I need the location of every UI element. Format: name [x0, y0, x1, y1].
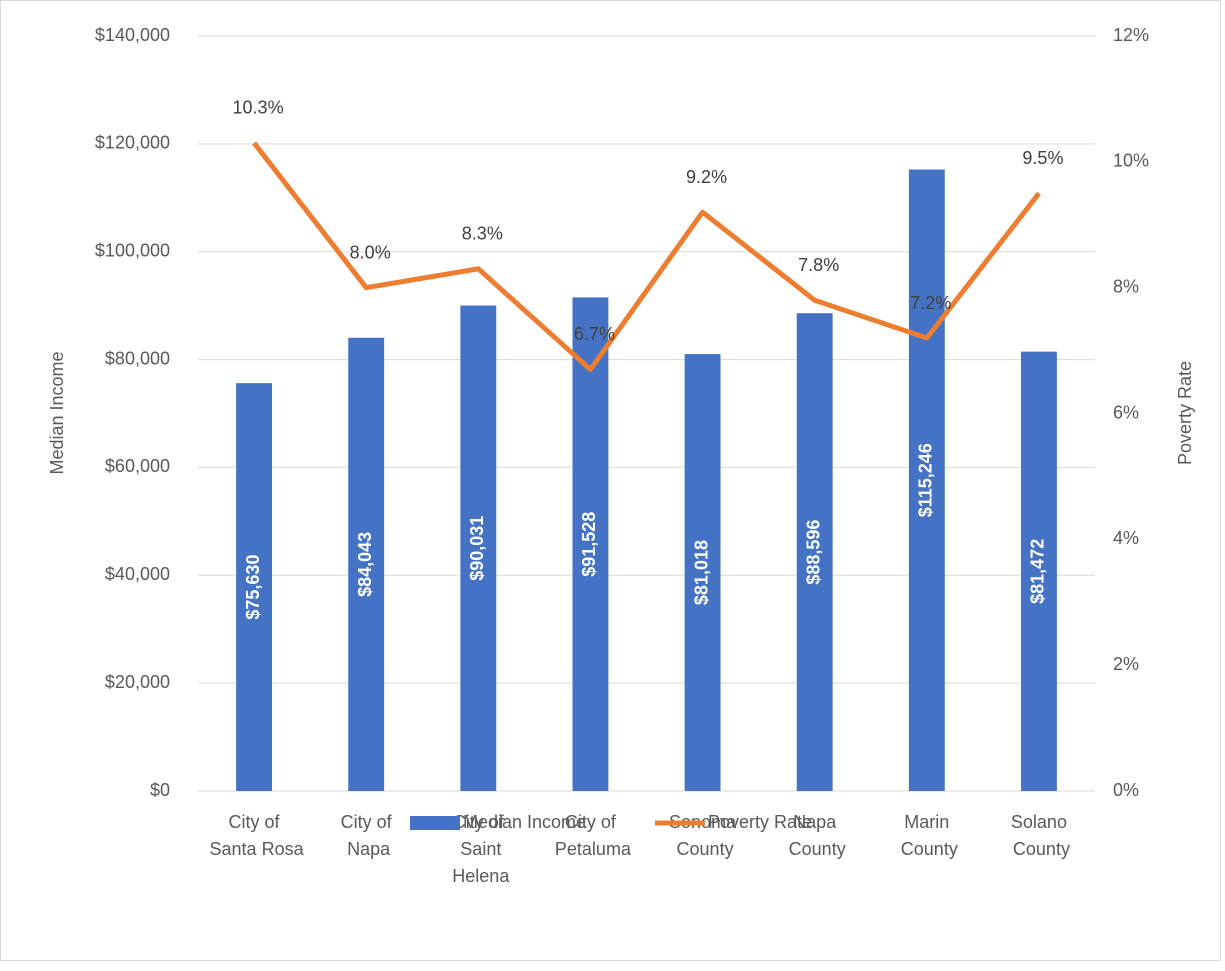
y-tick-label: $60,000 [105, 456, 170, 476]
y2-tick-label: 12% [1113, 25, 1149, 45]
bar-value-label: $84,043 [355, 532, 375, 597]
bar [796, 313, 833, 791]
y2-axis-title: Poverty Rate [1175, 361, 1195, 465]
bar-value-label: $75,630 [243, 555, 263, 620]
line-value-label: 7.2% [910, 293, 951, 313]
y2-tick-label: 4% [1113, 528, 1139, 548]
bar-value-label: $81,018 [691, 540, 711, 605]
bar [348, 337, 385, 791]
line-value-label: 7.8% [798, 255, 839, 275]
y-tick-label: $20,000 [105, 672, 170, 692]
line-value-label: 9.2% [686, 167, 727, 187]
x-tick-label: City of Petaluma [550, 812, 632, 859]
y-axis-title: Median Income [47, 351, 67, 474]
bar-value-label: $88,596 [803, 520, 823, 585]
bar-value-label: $115,246 [916, 443, 936, 517]
y-tick-label: $100,000 [95, 240, 170, 260]
line-value-label: 9.5% [1022, 148, 1063, 168]
line-value-label: 10.3% [233, 98, 284, 118]
line-value-label: 8.3% [462, 224, 503, 244]
bar [1020, 351, 1057, 791]
y2-tick-label: 0% [1113, 780, 1139, 800]
x-tick-label: Napa County [784, 812, 846, 859]
legend-label: Median Income [463, 812, 586, 832]
bar-value-label: $81,472 [1028, 539, 1048, 604]
line-value-label: 8.0% [350, 242, 391, 262]
bar-value-label: $90,031 [467, 516, 487, 581]
bar-value-label: $91,528 [579, 512, 599, 577]
x-tick-label: Solano County [1008, 812, 1070, 859]
y2-tick-label: 2% [1113, 654, 1139, 674]
y2-tick-label: 8% [1113, 276, 1139, 296]
y-tick-label: $80,000 [105, 348, 170, 368]
bar [460, 305, 497, 791]
x-tick-label: Marin County [896, 812, 958, 859]
legend-label: Poverty Rate [708, 812, 812, 832]
x-tick-label: City of Napa [341, 812, 393, 859]
bar [236, 383, 273, 791]
y-tick-label: $40,000 [105, 564, 170, 584]
bar [684, 354, 721, 791]
y-tick-label: $120,000 [95, 133, 170, 153]
legend-swatch [410, 816, 460, 830]
x-tick-label: City of Santa Rosa [205, 812, 305, 859]
line [252, 141, 1041, 372]
bar [908, 169, 945, 792]
y2-tick-label: 10% [1113, 151, 1149, 171]
y-tick-label: $140,000 [95, 25, 170, 45]
line-value-label: 6.7% [574, 324, 615, 344]
y2-tick-label: 6% [1113, 402, 1139, 422]
bar [572, 297, 609, 791]
y-tick-label: $0 [150, 780, 170, 800]
x-tick-label: City of Saint Helena [447, 812, 510, 886]
